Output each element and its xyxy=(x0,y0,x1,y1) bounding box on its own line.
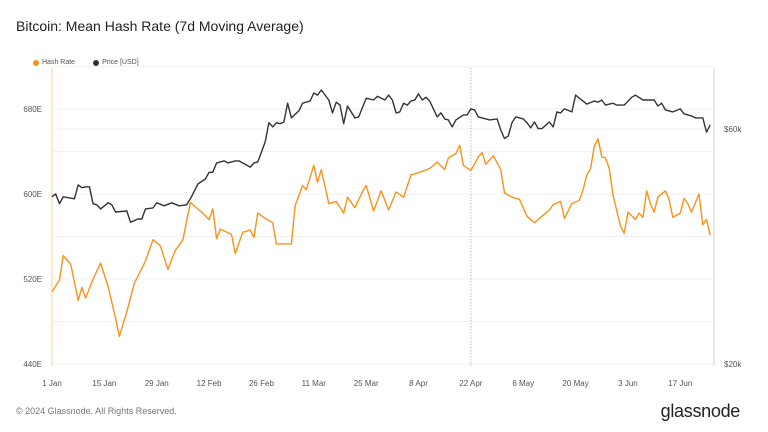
legend-dot-icon xyxy=(93,59,100,66)
x-tick-label: 1 Jan xyxy=(42,379,62,388)
price-line xyxy=(51,89,711,223)
x-tick-label: 3 Jun xyxy=(618,379,638,388)
x-tick-label: 8 Apr xyxy=(409,379,428,388)
x-tick-label: 6 May xyxy=(512,379,534,388)
y-left-tick-label: 600E xyxy=(23,190,42,199)
chart-legend: Hash Rate Price [USD] xyxy=(33,59,139,66)
legend-label-price: Price [USD] xyxy=(102,59,139,66)
x-tick-label: 12 Feb xyxy=(197,379,222,388)
chart-title: Bitcoin: Mean Hash Rate (7d Moving Avera… xyxy=(16,18,304,34)
x-tick-label: 17 Jun xyxy=(668,379,692,388)
y-left-tick-label: 680E xyxy=(23,105,42,114)
hash-rate-line xyxy=(51,138,711,338)
legend-label-hash-rate: Hash Rate xyxy=(42,59,76,66)
y-left-tick-label: 440E xyxy=(23,360,42,369)
x-tick-label: 22 Apr xyxy=(459,379,482,388)
y-right-tick-label: $20k xyxy=(724,360,742,369)
x-tick-label: 25 Mar xyxy=(354,379,379,388)
x-tick-label: 11 Mar xyxy=(302,379,327,388)
legend-item-hash-rate[interactable]: Hash Rate xyxy=(33,59,75,66)
x-tick-label: 26 Feb xyxy=(249,379,274,388)
x-tick-label: 29 Jan xyxy=(145,379,169,388)
legend-dot-icon xyxy=(33,59,39,66)
glassnode-logo: glassnode xyxy=(660,401,741,421)
legend-item-price[interactable]: Price [USD] xyxy=(93,59,139,66)
y-left-tick-label: 520E xyxy=(23,275,42,284)
copyright-footer: © 2024 Glassnode. All Rights Reserved. xyxy=(16,406,177,416)
x-tick-label: 20 May xyxy=(562,379,588,388)
y-right-tick-label: $60k xyxy=(724,125,742,134)
x-tick-label: 15 Jan xyxy=(92,379,116,388)
